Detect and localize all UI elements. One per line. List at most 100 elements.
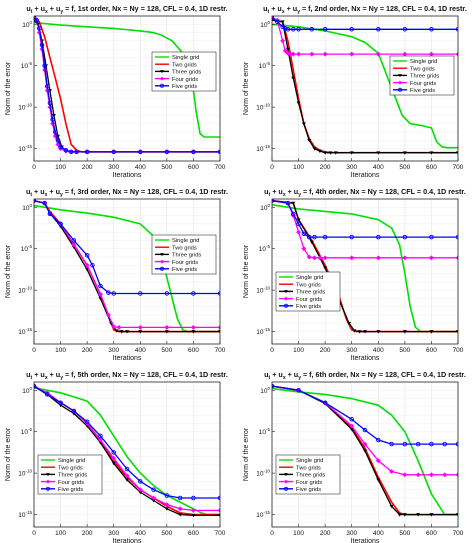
series-five-grids-point xyxy=(164,493,170,498)
series-five-grids-point xyxy=(349,417,354,422)
series-four-grids-point xyxy=(349,255,355,261)
series-five-grids-point xyxy=(84,419,90,425)
legend-label: Two grids xyxy=(296,465,321,471)
subplot-title: ut + ux + uy = f, 6th order, Nx = Ny = 1… xyxy=(264,370,466,381)
series-five-grids-point xyxy=(301,231,307,237)
series-three-grids-point xyxy=(402,330,407,334)
y-tick-label: 10-10 xyxy=(256,103,270,112)
series-five-grids-point xyxy=(362,427,368,433)
legend-label: Four grids xyxy=(172,260,198,266)
series-five-grids-point xyxy=(50,117,55,122)
series-five-grids-point xyxy=(71,408,77,414)
series-four-grids-point xyxy=(97,291,103,297)
x-axis-label: Iterations xyxy=(113,538,142,543)
series-five-grids-point xyxy=(322,234,328,240)
legend-label: Five grids xyxy=(58,487,83,493)
series-three-grids-point xyxy=(309,240,314,245)
series-three-grids-point xyxy=(349,151,354,155)
series-five-grids-line xyxy=(272,17,458,30)
series-five-grids-point xyxy=(63,147,69,153)
x-tick-label: 400 xyxy=(135,347,146,354)
x-tick-label: 200 xyxy=(320,530,331,537)
series-three-grids-point xyxy=(317,149,322,154)
x-tick-label: 700 xyxy=(453,530,464,537)
series-three-grids-point xyxy=(323,266,328,270)
y-tick-label: 10-10 xyxy=(18,469,32,478)
legend-label: Single grid xyxy=(296,275,323,281)
series-five-grids-point xyxy=(285,27,291,32)
series-five-grids-point xyxy=(177,495,183,501)
series-five-grids-point xyxy=(322,400,328,405)
x-tick-label: 300 xyxy=(108,347,119,354)
series-three-grids-point xyxy=(119,330,124,334)
series-five-grids-point xyxy=(39,42,45,48)
series-four-grids-point xyxy=(296,229,302,235)
y-tick-label: 100 xyxy=(260,20,270,29)
series-five-grids-point xyxy=(429,441,434,447)
legend-label: Three grids xyxy=(410,74,439,80)
series-three-grids-point xyxy=(376,330,381,334)
series-three-grids-point xyxy=(333,151,338,155)
series-five-grids-point xyxy=(151,487,156,492)
series-four-grids-point xyxy=(137,487,143,493)
series-four-grids-point xyxy=(349,423,355,429)
subplot-title: ut + ux + uy = f, 3rd order, Nx = Ny = 1… xyxy=(26,187,228,198)
series-four-grids-point xyxy=(389,468,395,475)
series-three-grids-point xyxy=(125,330,129,334)
series-five-grids-line xyxy=(34,17,220,153)
series-three-grids-point xyxy=(218,330,220,334)
series-five-grids-point xyxy=(34,17,39,23)
series-four-grids-point xyxy=(217,507,220,513)
x-tick-label: 100 xyxy=(55,347,66,354)
legend-label: Three grids xyxy=(172,253,201,259)
y-tick-label: 10-5 xyxy=(259,427,271,436)
x-tick-label: 300 xyxy=(108,530,119,537)
y-tick-label: 10-15 xyxy=(18,144,32,153)
x-tick-label: 500 xyxy=(399,164,410,171)
series-four-grids-point xyxy=(428,255,434,261)
series-three-grids-point xyxy=(456,330,458,334)
series-five-grids-point xyxy=(111,291,116,296)
series-four-grids-point xyxy=(116,324,122,330)
series-five-grids-point xyxy=(291,211,296,217)
series-three-grids-point xyxy=(456,513,458,517)
series-three-grids-point xyxy=(397,513,402,517)
series-five-grids-point xyxy=(164,291,170,296)
legend-label: Five grids xyxy=(410,88,435,94)
plot-area xyxy=(272,199,458,344)
legend-label: Single grid xyxy=(296,458,323,464)
y-axis-label: Norm of the error xyxy=(5,427,12,481)
y-tick-label: 10-10 xyxy=(256,286,270,295)
legend-marker xyxy=(159,83,164,88)
legend-label: Four grids xyxy=(296,297,322,303)
y-tick-label: 10-5 xyxy=(21,244,33,253)
series-four-grids-point xyxy=(402,472,408,478)
series-three-grids-point xyxy=(191,330,196,334)
legend-label: Three grids xyxy=(296,290,325,296)
series-five-grids-point xyxy=(124,466,130,472)
series-five-grids-point xyxy=(455,27,458,32)
subplot-3: 0 100 200 300 400 500 600 700 100 10-5 10-10 10-15 I… xyxy=(5,187,228,362)
series-three-grids-point xyxy=(114,329,119,333)
series-five-grids-point xyxy=(138,291,143,296)
series-four-grids-point xyxy=(317,255,323,261)
legend-label: Single grid xyxy=(58,458,85,464)
series-four-grids-point xyxy=(415,472,421,478)
axes-box xyxy=(33,15,221,162)
series-four-grids-point xyxy=(362,441,368,447)
series-five-grids-point xyxy=(68,149,74,155)
series-five-grids-point xyxy=(84,149,90,155)
x-tick-label: 200 xyxy=(82,530,93,537)
series-four-grids-point xyxy=(164,324,170,330)
series-four-grids-point xyxy=(375,255,381,261)
legend-label: Single grid xyxy=(172,238,199,244)
subplot-4: 0 100 200 300 400 500 600 700 100 10-5 10-10 10-15 I… xyxy=(243,187,466,362)
legend-marker xyxy=(46,473,50,477)
series-four-grids-point xyxy=(124,473,130,479)
series-five-grids-point xyxy=(71,238,77,243)
x-tick-label: 400 xyxy=(373,164,384,171)
series-five-grids-point xyxy=(291,27,296,32)
